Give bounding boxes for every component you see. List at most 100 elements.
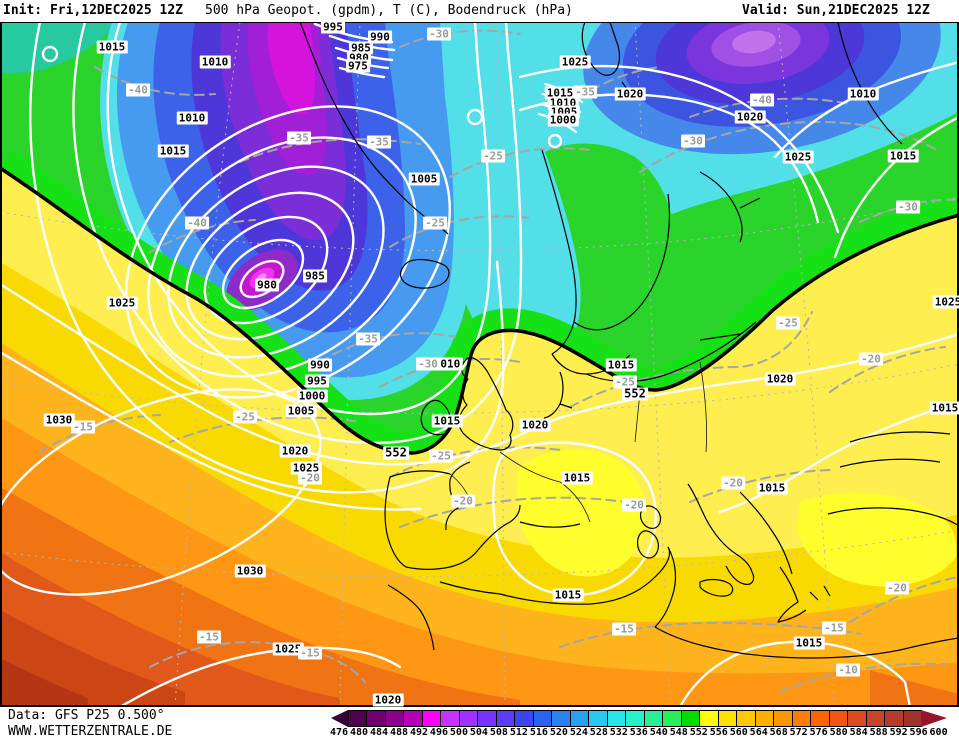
colorbar-cell [441,711,460,726]
pressure-label: 1000 [547,113,579,127]
colorbar-cell [829,711,849,726]
pressure-label: 1015 [929,401,959,415]
colorbar-cell [792,711,812,726]
temperature-label: -30 [681,134,705,148]
pressure-label: 1015 [605,358,637,372]
colorbar-tick-label: 584 [849,727,868,738]
temperature-label: -20 [451,494,475,508]
temperature-label: -40 [750,93,774,107]
colorbar-cell [367,711,386,726]
colorbar-cell [774,711,793,726]
geopotential-552-line [0,166,959,455]
colorbar-left-arrow [331,710,348,727]
temperature-label: -25 [776,316,800,330]
pressure-label: 1030 [234,564,266,578]
colorbar-cell [681,711,701,726]
pressure-label: 1010 [176,111,208,125]
temperature-label: -40 [185,216,209,230]
pressure-label: 1000 [296,389,328,403]
colorbar-tick-label: 516 [529,727,548,738]
temperature-label: -35 [367,135,391,149]
pressure-label: 995 [321,22,345,34]
colorbar-tick-label: 528 [589,727,608,738]
colorbar-tick-label: 592 [889,727,908,738]
pressure-label: 1005 [408,172,440,186]
colorbar-tick-label: 496 [429,727,448,738]
colorbar-cell [385,711,405,726]
colorbar-tick-label: 476 [330,727,349,738]
colorbar-tick-label: 520 [549,727,568,738]
temperature-label: -20 [298,471,322,485]
weather-map: 1015 1010 1010 1015 995 990 985 980 975 1005 1025 1… [0,22,959,707]
temperature-label: -10 [836,663,860,677]
colorbar-cell [589,711,608,726]
temperature-label: -25 [429,449,453,463]
country-borders [449,361,708,523]
pressure-label: 1025 [782,150,814,164]
colorbar-tick-label: 560 [729,727,748,738]
colorbar-cell [478,711,497,726]
colorbar-tick-label: 508 [489,727,508,738]
colorbar-cell [848,711,867,726]
parameter-title: 500 hPa Geopot. (gpdm), T (C), Bodendruc… [205,3,573,18]
colorbar-cell [570,711,590,726]
pressure-label: 1025 [559,55,591,69]
pressure-label: 990 [368,30,392,44]
footer: Data: GFS P25 0.500° WWW.WETTERZENTRALE.… [0,707,959,741]
temperature-label: -35 [356,332,380,346]
geopotential-label: 552 [383,445,409,460]
colorbar-tick-label: 600 [929,727,948,738]
colorbar-cell [700,711,719,726]
colorbar-cell [644,711,664,726]
geopotential-label: 552 [622,386,648,401]
pressure-label: 985 [349,41,373,55]
temperature-label: -25 [233,410,257,424]
init-time-text: Init: Fri,12DEC2025 12Z [3,3,184,18]
pressure-label: 1015 [544,86,576,100]
temperature-label: -20 [859,352,883,366]
colorbar-cell [903,711,922,726]
temperature-label: -20 [885,581,909,595]
colorbar-tick-label: 532 [609,727,628,738]
colorbar-tick-label: 552 [689,727,708,738]
pressure-label: 1015 [157,144,189,158]
colorbar-cell [866,711,886,726]
temperature-label: -15 [822,621,846,635]
colorbar-tick-label: 568 [769,727,788,738]
temperature-label: -20 [721,476,745,490]
temperature-label: -30 [427,27,451,41]
pressure-label: 985 [303,269,327,283]
colorbar-cell [515,711,534,726]
pressure-label: 1020 [734,110,766,124]
temperature-label: -25 [481,149,505,163]
pressure-label: 990 [308,358,332,372]
colorbar-tick-label: 492 [409,727,428,738]
colorbar-tick-label: 548 [669,727,688,738]
data-source-text: Data: GFS P25 0.500° [8,708,165,723]
map-border [0,22,959,707]
pressure-label: 980 [255,278,279,292]
pressure-label: 1010 [199,55,231,69]
colorbar-tick-label: 504 [469,727,488,738]
colorbar-cell [663,711,682,726]
pressure-label: 1030 [43,413,75,427]
pressure-label: 1025 [932,295,959,309]
temperature-label: -30 [896,200,920,214]
pressure-label: 1015 [96,40,128,54]
colorbar-cell [755,711,775,726]
colorbar-tick-label: 576 [809,727,828,738]
colorbar-cell [626,711,645,726]
map-label-layer: 1015 1010 1010 1015 995 990 985 980 975 1005 1025 1… [0,22,959,707]
temperature-label: -25 [423,216,447,230]
colorbar-tick-label: 556 [709,727,728,738]
colorbar-cell [737,711,756,726]
title-bar: Init: Fri,12DEC2025 12Z 500 hPa Geopot. … [0,0,959,22]
colorbar-cell [885,711,904,726]
pressure-label: 1025 [290,461,322,475]
pressure-label: 1020 [764,372,796,386]
pressure-label: 1025 [106,296,138,310]
pressure-label: 1015 [552,588,584,602]
colorbar-cell [404,711,423,726]
pressure-label: 1025 [272,642,304,656]
